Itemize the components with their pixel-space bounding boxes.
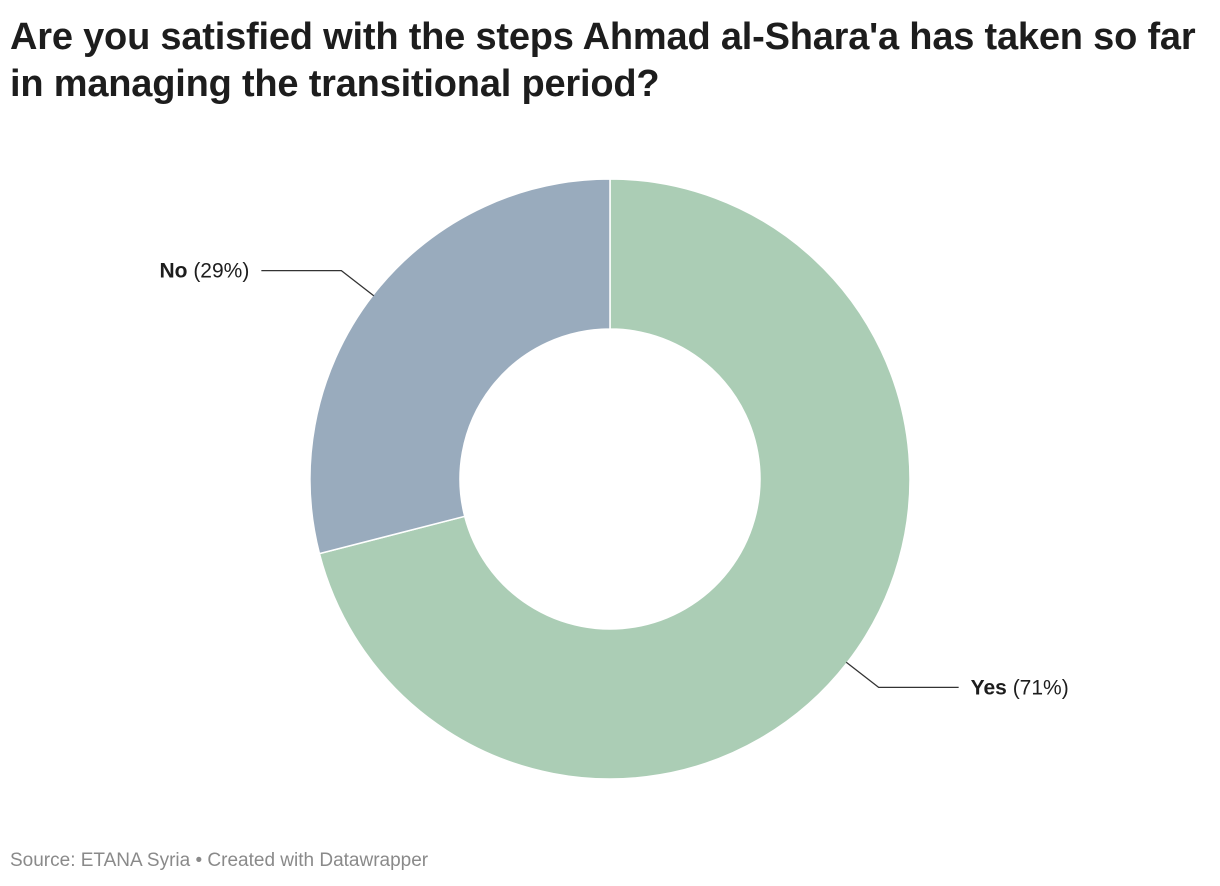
source-footer: Source: ETANA Syria • Created with Dataw… <box>10 850 429 871</box>
slice-label-value: (29%) <box>187 260 249 283</box>
leader-line-yes <box>845 661 959 689</box>
slice-labels: Yes (71%) No (29%) <box>159 260 1068 700</box>
leader-lines <box>261 269 959 689</box>
slice-yes <box>318 178 911 780</box>
slice-label-yes: Yes (71%) <box>971 676 1069 699</box>
slice-label-name: No <box>159 260 187 283</box>
leader-line-no <box>261 269 375 297</box>
slice-label-value: (71%) <box>1007 676 1069 699</box>
donut-slices <box>309 178 911 780</box>
chart-title: Are you satisfied with the steps Ahmad a… <box>10 16 1196 105</box>
slice-no <box>309 178 611 555</box>
slice-label-no: No (29%) <box>159 260 249 283</box>
slice-label-name: Yes <box>971 676 1007 699</box>
